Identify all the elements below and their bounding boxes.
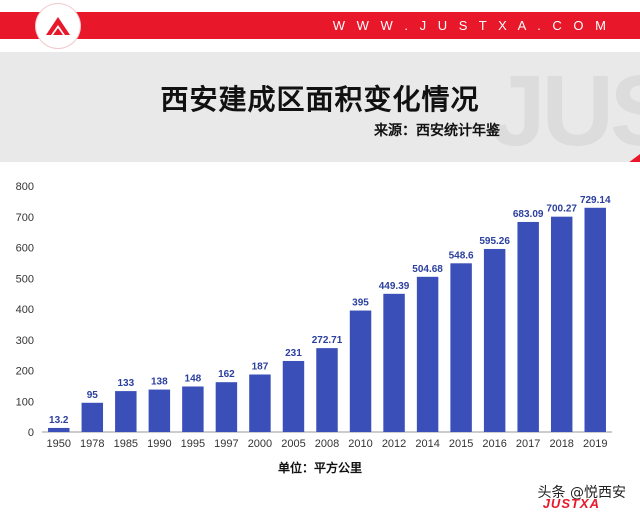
mountain-logo-icon [46,17,70,35]
x-tick-label: 1950 [47,438,71,450]
x-tick-label: 2014 [415,438,439,450]
banner-corner-accent [616,154,640,162]
y-tick-label: 100 [16,396,34,408]
x-tick-label: 2016 [482,438,506,450]
banner-watermark: JUST [490,55,640,162]
bar [383,293,405,432]
x-tick-label: 1995 [181,438,205,450]
bar-value-label: 729.14 [580,195,611,206]
x-tick-label: 2008 [315,438,339,450]
top-bar: W W W . J U S T X A . C O M [0,0,640,52]
bar-value-label: 13.2 [49,415,69,426]
bar [349,310,372,432]
bar-value-label: 700.27 [546,204,577,215]
bar-value-label: 187 [252,361,269,372]
bar-value-label: 449.39 [379,281,410,292]
x-tick-label: 2005 [281,438,305,450]
bar-value-label: 162 [218,369,235,380]
y-tick-label: 300 [16,335,34,347]
chart-title: 西安建成区面积变化情况 [160,83,480,116]
x-tick-label: 2000 [248,438,272,450]
bar-value-label: 683.09 [513,209,544,220]
bar [550,216,573,432]
bar [483,248,506,432]
x-tick-label: 1985 [114,438,138,450]
bar-value-label: 138 [151,377,168,388]
bar-value-label: 148 [185,373,202,384]
bar [115,391,137,432]
bar-value-label: 395 [352,298,369,309]
title-banner: JUST [0,52,640,162]
bar [215,382,238,432]
x-tick-label: 2010 [348,438,372,450]
bar [282,360,305,432]
footer-mark: JUSTXA [542,496,600,511]
bar [450,263,472,432]
y-tick-label: 500 [16,273,34,285]
x-tick-label: 2012 [382,438,406,450]
bar-value-label: 272.71 [312,335,343,346]
bar [48,427,70,432]
bar [81,402,104,432]
bar [182,386,204,432]
x-tick-label: 1978 [80,438,104,450]
x-tick-label: 1997 [214,438,238,450]
x-tick-label: 2015 [449,438,473,450]
y-tick-label: 600 [16,243,34,255]
bar-value-label: 595.26 [479,236,510,247]
data-source: 来源：西安统计年鉴 [374,123,500,139]
bar-value-label: 231 [285,348,302,359]
bar-chart: 0 100 200 300 400 500 600 700 800 13.2 1950 95 1978 1… [16,181,612,450]
x-tick-label: 2018 [549,438,573,450]
y-tick-label: 200 [16,366,34,378]
unit-label: 单位：平方公里 [277,461,362,475]
x-tick-label: 2019 [583,438,607,450]
y-tick-label: 0 [28,427,34,439]
header-band [0,12,640,39]
bar [148,389,171,432]
bar [584,207,606,432]
bar-value-label: 133 [117,378,134,389]
bar-value-label: 504.68 [412,264,443,275]
y-tick-label: 700 [16,212,34,224]
bar [316,348,338,432]
bar [517,221,539,432]
y-tick-label: 800 [16,181,34,193]
bar [416,276,439,432]
x-tick-label: 2017 [516,438,540,450]
brand-logo [36,4,80,48]
y-tick-label: 400 [16,304,34,316]
bar-value-label: 95 [87,390,99,401]
footer-attribution[interactable]: 头条 @悦西安 [537,485,626,501]
site-url[interactable]: W W W . J U S T X A . C O M [332,18,610,33]
bar [249,374,271,432]
bar-value-label: 548.6 [449,250,474,261]
x-tick-label: 1990 [147,438,171,450]
